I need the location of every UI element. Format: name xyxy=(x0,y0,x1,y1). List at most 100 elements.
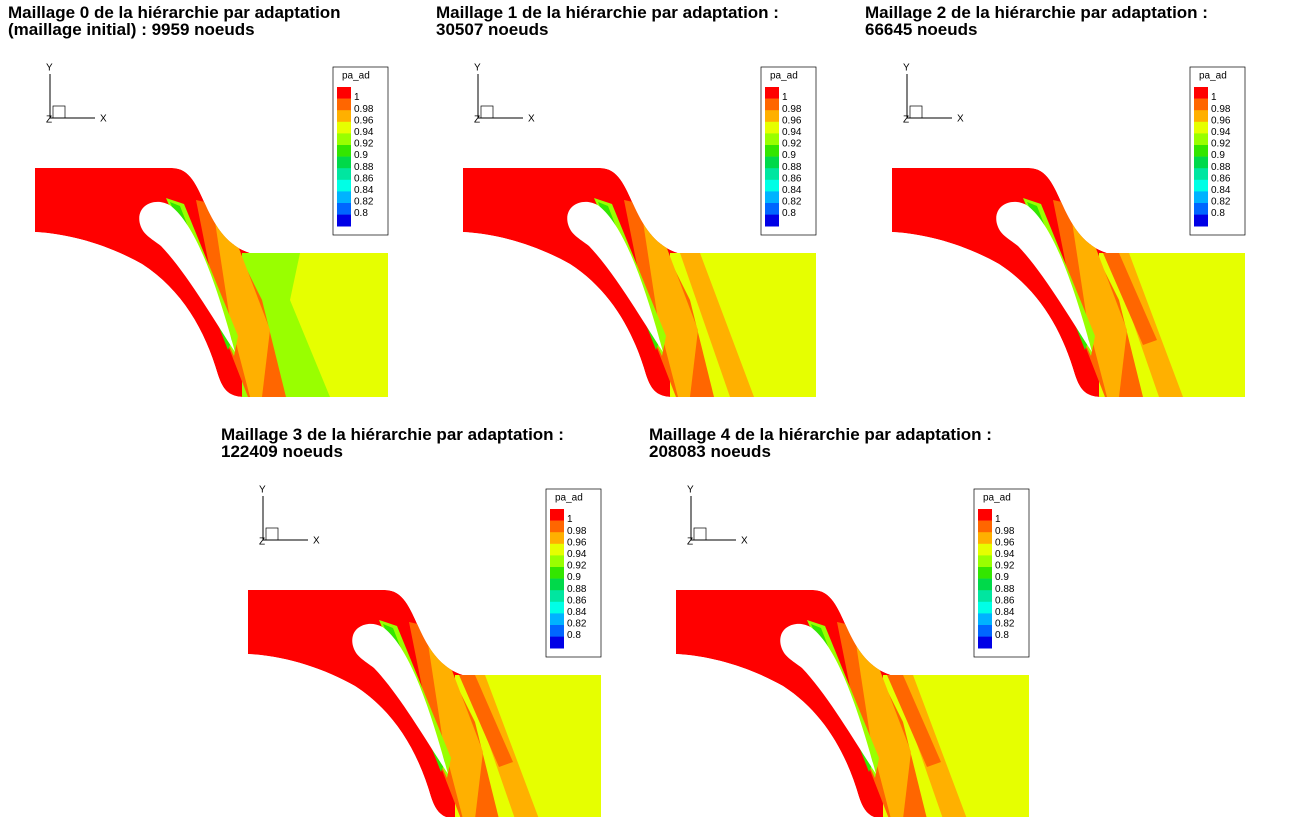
legend-level: 0.8 xyxy=(354,208,368,219)
legend-swatch xyxy=(765,214,779,227)
legend-level: 0.8 xyxy=(995,630,1009,641)
region xyxy=(642,215,698,397)
legend-level: 0.88 xyxy=(1211,162,1231,173)
axis-z-box xyxy=(52,105,66,119)
axis-label-y: Y xyxy=(687,485,694,496)
legend-level: 0.86 xyxy=(782,173,802,184)
legend-level: 0.94 xyxy=(567,549,587,560)
panel: Maillage 0 de la hiérarchie par adaptati… xyxy=(8,3,389,397)
panel-title: Maillage 1 de la hiérarchie par adaptati… xyxy=(436,3,779,22)
legend-level: 0.86 xyxy=(354,173,374,184)
legend-level: 0.94 xyxy=(1211,127,1231,138)
axis-z-box xyxy=(265,527,279,541)
legend-level: 0.9 xyxy=(782,150,796,161)
legend-level: 0.82 xyxy=(995,619,1015,630)
axis-label-x: X xyxy=(100,114,107,125)
legend-level: 0.84 xyxy=(567,607,587,618)
legend-swatch xyxy=(1194,168,1208,181)
legend-swatch xyxy=(978,567,992,579)
legend-title: pa_ad xyxy=(342,71,370,82)
legend-swatch xyxy=(337,191,351,204)
legend-level: 0.82 xyxy=(567,619,587,630)
legend-title: pa_ad xyxy=(983,493,1011,504)
legend-swatch xyxy=(978,532,992,545)
blade xyxy=(780,623,876,774)
panel-title: 122409 noeuds xyxy=(221,442,343,461)
axis-z-box xyxy=(480,105,494,119)
legend-swatch xyxy=(978,590,992,603)
axis-label-z: Z xyxy=(903,115,909,126)
region xyxy=(290,253,388,397)
legend-level: 0.86 xyxy=(1211,173,1231,184)
legend-level: 0.84 xyxy=(354,185,374,196)
legend-swatch xyxy=(337,121,351,134)
legend-swatch xyxy=(765,133,779,146)
axis-label-x: X xyxy=(957,114,964,125)
legend-swatch xyxy=(1194,110,1208,123)
axis-z-box xyxy=(909,105,923,119)
region xyxy=(427,637,483,817)
legend-swatch xyxy=(550,532,564,545)
region xyxy=(680,253,754,397)
legend-level: 0.98 xyxy=(995,526,1015,537)
legend-swatch xyxy=(1194,133,1208,146)
legend-swatch xyxy=(550,601,564,614)
axis-label-y: Y xyxy=(46,63,53,74)
legend-swatch xyxy=(765,191,779,204)
legend-swatch xyxy=(337,145,351,157)
axis-label-y: Y xyxy=(903,63,910,74)
legend-swatch xyxy=(550,590,564,603)
legend-level: 0.86 xyxy=(995,595,1015,606)
legend-level: 0.92 xyxy=(782,139,802,150)
legend-swatch xyxy=(765,168,779,181)
axis-label-z: Z xyxy=(474,115,480,126)
legend-swatch xyxy=(765,87,779,99)
axis-label-x: X xyxy=(313,536,320,547)
legend-level: 0.94 xyxy=(354,127,374,138)
legend-level: 0.92 xyxy=(354,139,374,150)
legend-level: 0.96 xyxy=(1211,115,1231,126)
legend-level: 0.9 xyxy=(354,150,368,161)
legend-level: 0.88 xyxy=(567,584,587,595)
legend-level: 0.96 xyxy=(567,537,587,548)
legend-level: 0.9 xyxy=(567,572,581,583)
legend-swatch xyxy=(978,509,992,521)
legend-swatch xyxy=(337,110,351,123)
blade xyxy=(139,201,235,352)
legend-swatch xyxy=(1194,214,1208,227)
blade xyxy=(996,201,1092,352)
legend-level: 0.94 xyxy=(782,127,802,138)
legend-swatch xyxy=(550,520,564,533)
legend-swatch xyxy=(337,87,351,99)
legend-swatch xyxy=(978,578,992,591)
legend-level: 0.8 xyxy=(567,630,581,641)
legend-level: 1 xyxy=(1211,92,1217,103)
legend-swatch xyxy=(337,98,351,111)
legend-swatch xyxy=(550,555,564,568)
legend-level: 0.82 xyxy=(1211,197,1231,208)
panel-title: Maillage 3 de la hiérarchie par adaptati… xyxy=(221,425,564,444)
legend-swatch xyxy=(978,543,992,556)
axis-label-z: Z xyxy=(46,115,52,126)
region xyxy=(214,215,270,397)
legend-level: 0.94 xyxy=(995,549,1015,560)
legend-level: 0.96 xyxy=(354,115,374,126)
legend-level: 0.98 xyxy=(567,526,587,537)
legend-swatch xyxy=(550,578,564,591)
legend-swatch xyxy=(765,110,779,123)
legend-level: 0.98 xyxy=(1211,104,1231,115)
legend-level: 0.88 xyxy=(995,584,1015,595)
legend-level: 0.9 xyxy=(1211,150,1225,161)
legend-swatch xyxy=(978,555,992,568)
legend-swatch xyxy=(765,203,779,215)
legend-swatch xyxy=(765,145,779,157)
panel: Maillage 3 de la hiérarchie par adaptati… xyxy=(221,425,602,817)
panel: Maillage 4 de la hiérarchie par adaptati… xyxy=(649,425,1030,817)
panel-title: (maillage initial) : 9959 noeuds xyxy=(8,20,255,39)
legend-title: pa_ad xyxy=(1199,71,1227,82)
legend-level: 0.9 xyxy=(995,572,1009,583)
legend-swatch xyxy=(337,168,351,181)
legend-level: 0.84 xyxy=(782,185,802,196)
axis-z-box xyxy=(693,527,707,541)
legend-level: 1 xyxy=(354,92,360,103)
